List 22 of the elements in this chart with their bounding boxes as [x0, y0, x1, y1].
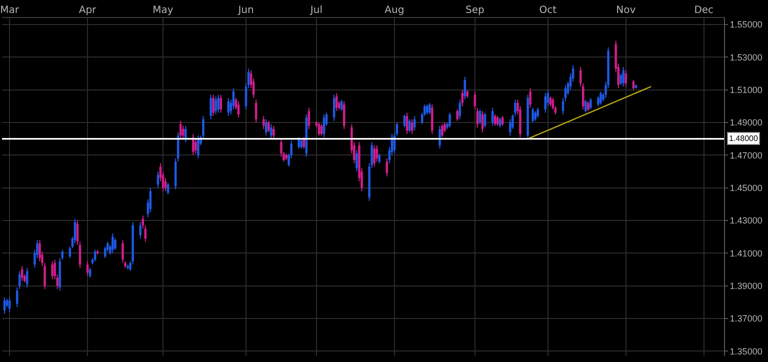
x-tick-label: Apr [78, 5, 98, 16]
y-tick-label: 1.55000 [730, 20, 762, 30]
y-tick-label: 1.49000 [730, 118, 762, 128]
x-tick-label: Dec [694, 5, 714, 16]
x-tick-label: Oct [539, 5, 557, 16]
y-tick-label: 1.37000 [730, 314, 762, 324]
y-tick-label: 1.35000 [730, 346, 762, 356]
ref-line-label: 1.48000 [729, 134, 758, 143]
y-tick-label: 1.53000 [730, 52, 762, 62]
x-tick-label: Jul [309, 5, 322, 16]
x-tick-label: Nov [616, 5, 636, 16]
x-tick-label: May [152, 5, 174, 16]
y-tick-label: 1.43000 [730, 216, 762, 226]
x-tick-label: Mar [0, 5, 20, 16]
x-tick-label: Aug [384, 5, 404, 16]
y-tick-label: 1.41000 [730, 248, 762, 258]
x-tick-label: Jun [237, 5, 254, 16]
y-tick-label: 1.39000 [730, 280, 762, 291]
y-tick-label: 1.51000 [730, 85, 762, 95]
y-tick-label: 1.47000 [730, 150, 762, 160]
x-tick-label: Sep [466, 5, 484, 16]
y-tick-label: 1.45000 [730, 182, 762, 193]
